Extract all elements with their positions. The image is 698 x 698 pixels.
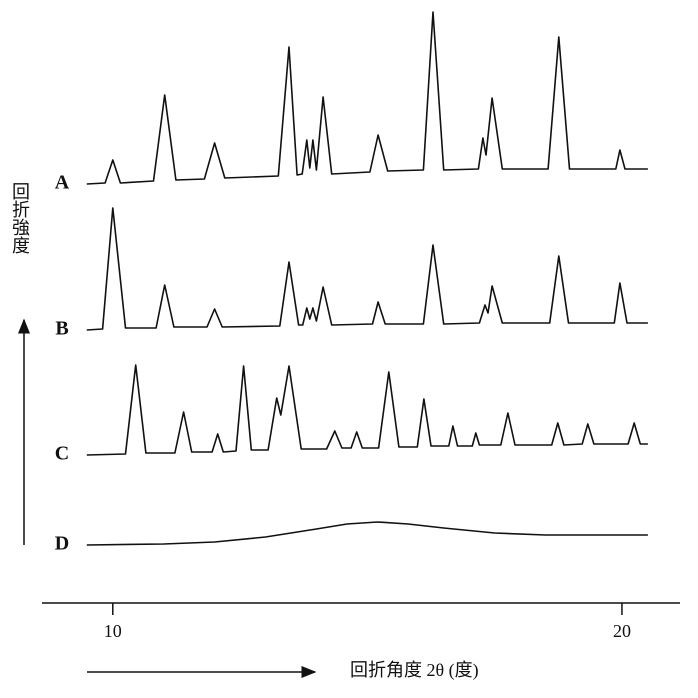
series-label: D: [55, 533, 69, 555]
trace: [86, 207, 648, 331]
series-label: B: [55, 318, 68, 340]
x-tick-label: 20: [613, 621, 631, 641]
trace: [86, 521, 648, 546]
x-axis-label: 回折角度 2θ (度): [350, 660, 479, 681]
trace: [86, 364, 648, 456]
series-label: C: [55, 443, 69, 465]
y-axis-label: 回折強度: [10, 182, 30, 254]
series-label: A: [55, 172, 70, 194]
trace: [86, 11, 648, 185]
x-tick-label: 10: [104, 621, 122, 641]
